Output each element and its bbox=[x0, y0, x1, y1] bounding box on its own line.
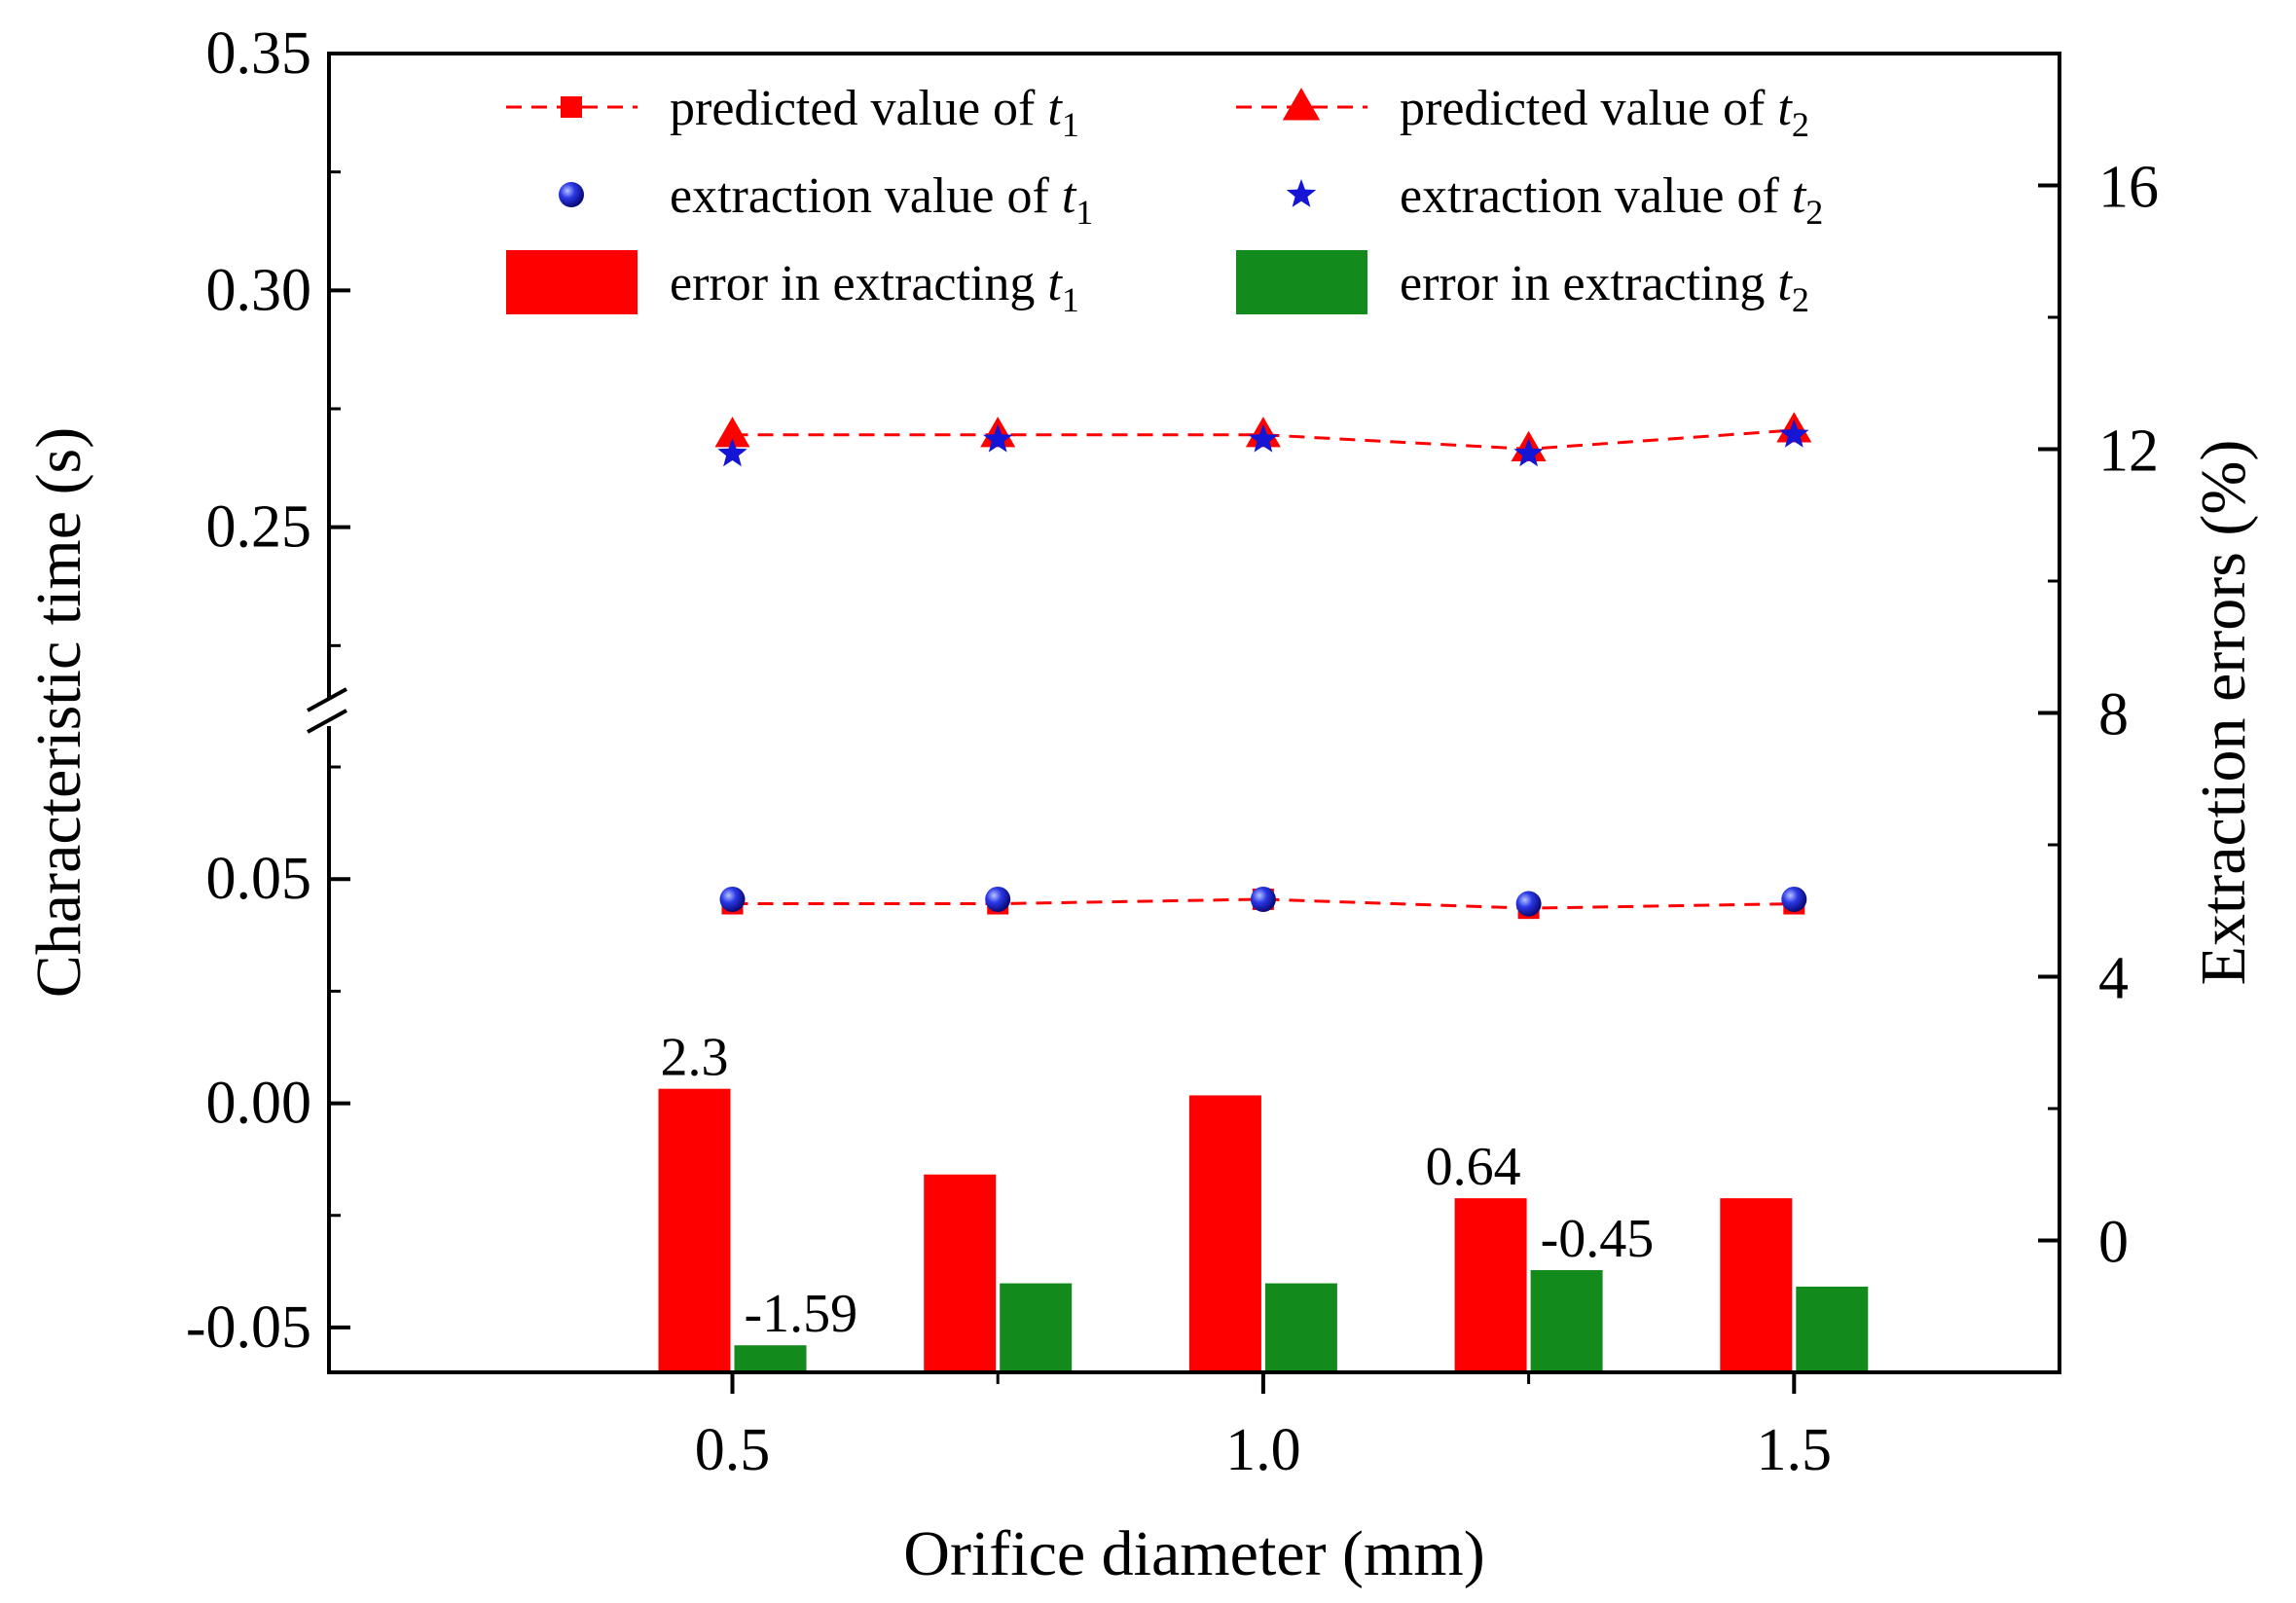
legend-rect-icon bbox=[1236, 250, 1367, 314]
bar-t2-2 bbox=[1264, 1283, 1337, 1372]
y-right-tick-label-3: 12 bbox=[2098, 419, 2159, 485]
marker-extraction-t1-1 bbox=[985, 886, 1011, 912]
bar-t2-4 bbox=[1796, 1286, 1869, 1372]
bar-t1-4 bbox=[1720, 1198, 1793, 1372]
marker-extraction-t1-2 bbox=[1250, 886, 1276, 912]
bar-t1-0 bbox=[658, 1088, 731, 1372]
x-axis-title: Orifice diameter (mm) bbox=[903, 1518, 1484, 1589]
axes-layer bbox=[304, 52, 2059, 1394]
lines-layer bbox=[732, 428, 1795, 910]
data-label-3: -0.45 bbox=[1541, 1209, 1655, 1269]
marker-extraction-t2-3 bbox=[1513, 438, 1544, 467]
marker-extraction-t2-0 bbox=[717, 438, 747, 467]
legend-item-5: error in extracting t2 bbox=[1236, 250, 1809, 319]
y-left-tick-label-3: 0.25 bbox=[206, 494, 312, 561]
y-left-tick-label-0: -0.05 bbox=[186, 1294, 311, 1361]
bar-t2-0 bbox=[734, 1345, 807, 1372]
x-tick-label-1: 1.0 bbox=[1225, 1417, 1301, 1483]
y-right-tick-label-4: 16 bbox=[2098, 155, 2159, 221]
bars-layer bbox=[658, 1088, 1869, 1372]
y-right-axis-title: Extraction errors (%) bbox=[2188, 440, 2259, 986]
legend-item-4: error in extracting t1 bbox=[506, 250, 1079, 319]
legend-item-1: predicted value of t2 bbox=[1236, 81, 1809, 144]
legend-sphere-icon bbox=[559, 182, 584, 207]
bar-t1-2 bbox=[1188, 1095, 1261, 1372]
axis-break-mark-lower bbox=[307, 709, 347, 734]
marker-extraction-t2-4 bbox=[1779, 419, 1809, 448]
marker-extraction-t1-3 bbox=[1515, 891, 1542, 917]
data-label-1: -1.59 bbox=[745, 1284, 858, 1344]
y-right-tick-label-0: 0 bbox=[2098, 1210, 2129, 1276]
y-right-tick-label-2: 8 bbox=[2098, 682, 2129, 748]
y-left-tick-label-1: 0.00 bbox=[206, 1071, 312, 1137]
marker-extraction-t2-1 bbox=[983, 423, 1013, 453]
legend-layer: predicted value of t1 predicted value of … bbox=[506, 81, 1823, 319]
bar-t2-3 bbox=[1530, 1269, 1603, 1372]
data-label-2: 0.64 bbox=[1426, 1137, 1521, 1197]
legend-star-icon bbox=[1286, 179, 1317, 207]
data-label-0: 2.3 bbox=[661, 1028, 729, 1088]
marker-predicted-t2-0 bbox=[714, 417, 750, 448]
y-left-tick-label-2: 0.05 bbox=[206, 846, 312, 912]
y-left-axis-title: Characteristic time (s) bbox=[23, 427, 94, 998]
y-left-tick-label-5: 0.35 bbox=[206, 20, 312, 87]
y-left-tick-label-4: 0.30 bbox=[206, 257, 312, 323]
legend-label-2: extraction value of t1 bbox=[670, 168, 1093, 232]
markers-layer bbox=[714, 412, 1812, 920]
legend-item-3: extraction value of t2 bbox=[1286, 168, 1823, 232]
bar-t1-3 bbox=[1454, 1198, 1527, 1372]
x-tick-label-0: 0.5 bbox=[695, 1417, 771, 1483]
legend-item-0: predicted value of t1 bbox=[506, 81, 1079, 144]
x-tick-label-2: 1.5 bbox=[1757, 1417, 1833, 1483]
legend-label-4: error in extracting t1 bbox=[670, 256, 1079, 319]
labels-layer: 0.5 1.0 1.5 -0.05 0.00 0.05 0.25 0.30 0.35 0 4 8 12 1… bbox=[186, 20, 2159, 1483]
y-right-tick-label-1: 4 bbox=[2098, 946, 2129, 1012]
marker-extraction-t2-2 bbox=[1248, 423, 1279, 453]
legend-label-1: predicted value of t2 bbox=[1400, 81, 1809, 144]
axis-break-mark-upper bbox=[307, 687, 347, 712]
legend-triangle-icon bbox=[1282, 88, 1321, 121]
marker-extraction-t1-4 bbox=[1781, 886, 1807, 912]
marker-extraction-t1-0 bbox=[719, 886, 746, 912]
legend-rect-icon bbox=[506, 250, 638, 314]
legend-item-2: extraction value of t1 bbox=[559, 168, 1093, 232]
legend-label-5: error in extracting t2 bbox=[1400, 256, 1809, 319]
legend-label-3: extraction value of t2 bbox=[1400, 168, 1823, 232]
legend-square-icon bbox=[561, 96, 582, 118]
bar-t2-1 bbox=[1000, 1283, 1073, 1372]
legend-label-0: predicted value of t1 bbox=[670, 81, 1079, 144]
bar-t1-1 bbox=[924, 1174, 997, 1372]
